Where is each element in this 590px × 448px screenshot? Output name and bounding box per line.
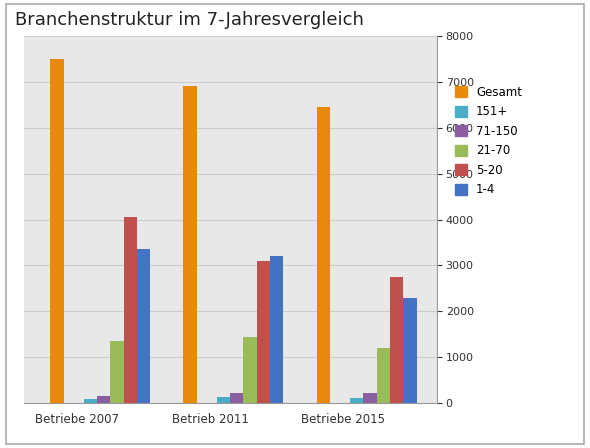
Bar [183,86,197,403]
Bar [404,297,417,403]
Legend: Gesamt, 151+, 71-150, 21-70, 5-20, 1-4: Gesamt, 151+, 71-150, 21-70, 5-20, 1-4 [455,86,522,196]
Bar [84,399,97,403]
Bar [270,256,283,403]
Bar [257,261,270,403]
Text: Branchenstruktur im 7-Jahresvergleich: Branchenstruktur im 7-Jahresvergleich [15,11,364,29]
Bar [97,396,110,403]
Bar [244,336,257,403]
Bar [110,341,123,403]
Bar [137,250,150,403]
Bar [230,392,244,403]
Bar [317,107,330,403]
Bar [50,59,64,403]
Bar [123,217,137,403]
Bar [217,397,230,403]
Bar [350,398,363,403]
Bar [390,277,404,403]
Bar [363,393,376,403]
Bar [376,348,390,403]
